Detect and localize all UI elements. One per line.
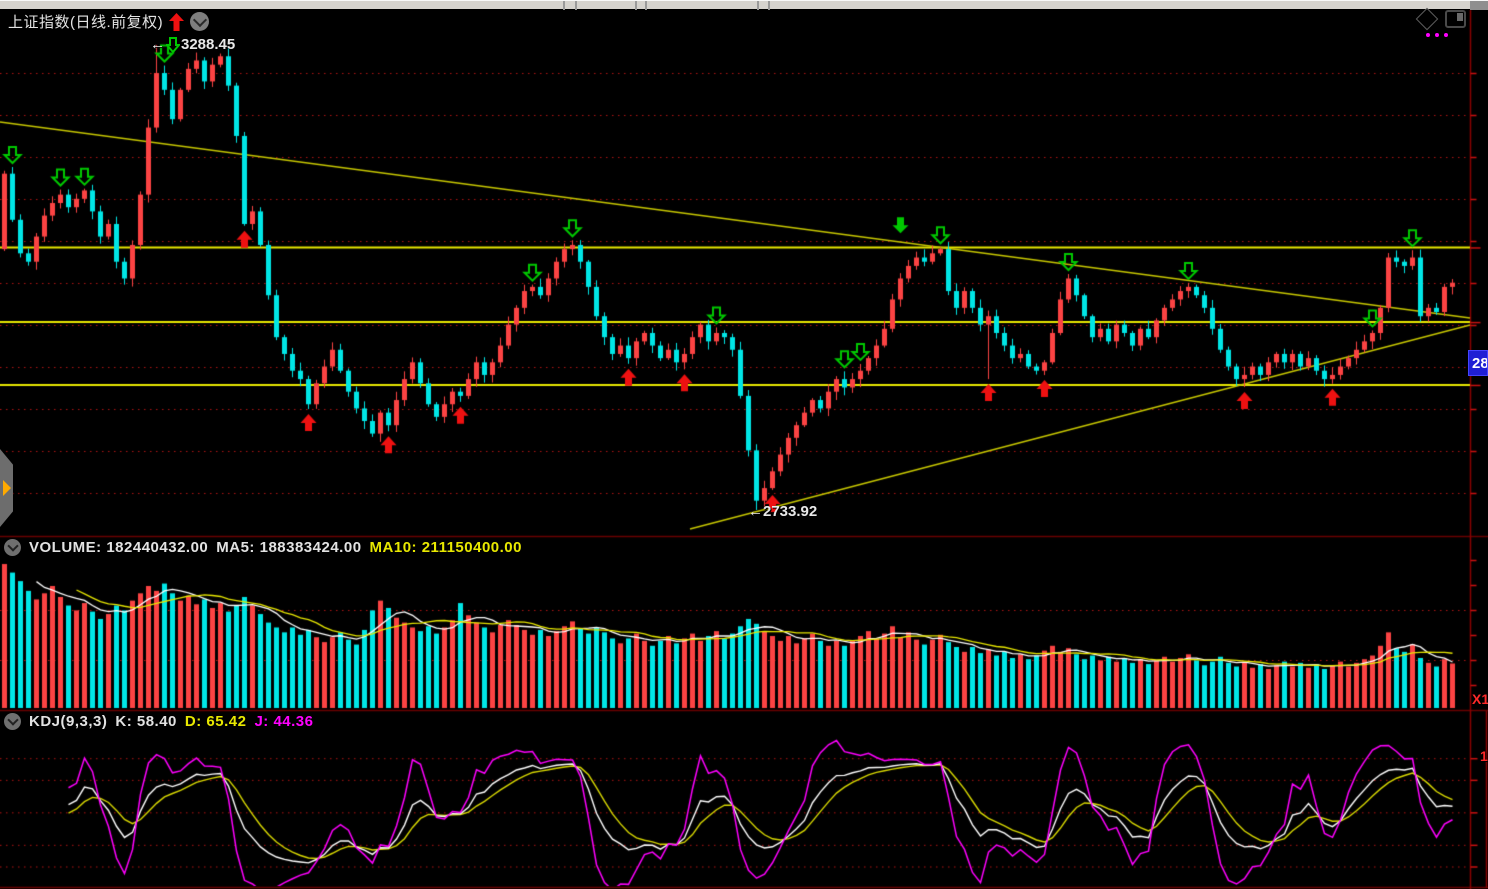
low-price-label: ←2733.92: [748, 503, 818, 520]
kdj-name-label: KDJ(9,3,3): [29, 713, 108, 730]
volume-value-label: VOLUME: 182440432.00: [29, 539, 209, 556]
strip-divider: [575, 1, 577, 10]
strip-divider: [768, 1, 770, 10]
panel-toggle-icon[interactable]: [1445, 10, 1466, 28]
more-dots-icon: [1426, 33, 1448, 37]
window-top-strip: [0, 0, 1488, 10]
kdj-d-label: D: 65.42: [184, 713, 247, 730]
volume-ma10-label: MA10: 211150400.00: [369, 539, 522, 556]
strip-divider: [563, 1, 565, 10]
kdj-axis-clipped-label: 1: [1480, 748, 1488, 764]
strip-divider: [645, 1, 647, 10]
sell-signal-icon: [166, 36, 180, 53]
chart-title: 上证指数(日线.前复权): [8, 14, 164, 31]
volume-ma5-label: MA5: 188383424.00: [216, 539, 362, 556]
diamond-icon[interactable]: [1415, 7, 1439, 31]
kdj-pane-header: KDJ(9,3,3) K: 58.40 D: 65.42 J: 44.36: [4, 713, 314, 730]
chart-title-row: 上证指数(日线.前复权): [8, 11, 210, 32]
kdj-j-label: J: 44.36: [254, 713, 314, 730]
window-tools: [1415, 7, 1466, 31]
strip-divider: [635, 1, 637, 10]
strip-divider: [757, 1, 759, 10]
expand-arrow-icon: [3, 480, 11, 496]
price-tag: 28: [1468, 350, 1488, 376]
collapse-volume-icon[interactable]: [4, 539, 21, 556]
high-price-label: ← 3288.45: [150, 36, 236, 53]
volume-pane-header: VOLUME: 182440432.00 MA5: 188383424.00 M…: [4, 539, 522, 556]
collapse-main-icon[interactable]: [190, 12, 210, 31]
collapse-kdj-icon[interactable]: [4, 713, 21, 730]
left-expand-tab[interactable]: [0, 449, 13, 527]
up-arrow-icon: [169, 12, 185, 31]
volume-scale-label: X1: [1472, 691, 1488, 707]
kdj-k-label: K: 58.40: [115, 713, 177, 730]
